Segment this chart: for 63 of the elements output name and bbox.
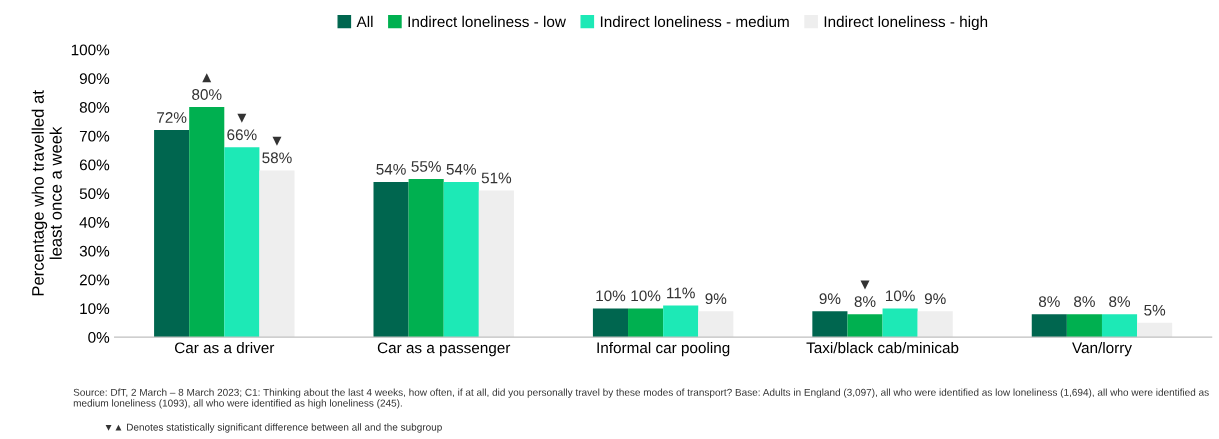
data-label: 51% (481, 172, 512, 184)
y-tick-label: 70% (79, 130, 110, 142)
y-tick-label: 60% (79, 159, 110, 171)
x-tick-label: Van/lorry (1072, 342, 1132, 357)
data-label: 8% (1074, 296, 1095, 307)
bar (882, 308, 918, 338)
y-tick-label: 20% (79, 274, 110, 286)
bar (628, 308, 664, 338)
y-tick-label: 100% (71, 44, 110, 56)
data-label: 54% (446, 163, 477, 175)
legend-label: Indirect loneliness - high (824, 15, 988, 31)
bar (847, 314, 883, 338)
source-note: Source: DfT, 2 March – 8 March 2023; C1: Thinking about the last 4 weeks, how often, if at all, did you personally travel by these modes of transport? Base: Adults in England (3,097), all who were identified as low loneliness (1,694), all who were identified as medium loneliness (1093), all who were identified as high loneliness (245). (73, 388, 1209, 409)
bar (478, 190, 514, 338)
y-tick-label: 40% (79, 217, 110, 228)
bar (1137, 322, 1173, 338)
bar (1066, 314, 1102, 338)
legend-label: All (356, 15, 373, 27)
x-tick-label: Taxi/black cab/minicab (806, 342, 959, 354)
y-axis-title: Percentage who travelled at least once a week (31, 90, 62, 296)
data-label: ▼ 8% (854, 280, 876, 307)
x-tick-label: Car as a passenger (377, 342, 511, 357)
x-tick-label: Informal car pooling (597, 342, 730, 357)
legend-label: Indirect loneliness - low (408, 15, 566, 28)
data-label: 8% (1038, 296, 1060, 307)
data-label: 5% (1144, 304, 1166, 316)
bar (373, 181, 409, 338)
data-label: 8% (1109, 296, 1131, 307)
bar (1031, 314, 1067, 338)
y-tick-label: 10% (80, 303, 110, 315)
data-label: 72% (157, 112, 187, 123)
data-label: 9% (705, 293, 727, 305)
data-label: 11% (667, 287, 695, 299)
data-label: 10% (631, 290, 661, 302)
bar (154, 130, 190, 338)
data-label: ▼ 58% (262, 136, 292, 164)
y-tick-label: 50% (79, 188, 110, 200)
text: ▼▲ Denotes statistically significant difference between all and the subgroup (105, 423, 442, 433)
x-tick-label: Car as a driver (174, 342, 275, 354)
data-label: ▲ 80% (192, 73, 222, 100)
y-tick-label: 80% (79, 101, 110, 113)
bar (1101, 314, 1138, 338)
bar (408, 179, 444, 338)
data-label: 54% (376, 163, 406, 175)
bar (812, 311, 848, 338)
y-tick-label: 30% (79, 245, 110, 257)
bar (189, 107, 225, 338)
data-label: 10% (885, 290, 915, 302)
y-tick-label: 0% (88, 332, 110, 343)
bar (698, 311, 734, 338)
data-label: 9% (924, 293, 946, 305)
bar (443, 181, 479, 338)
data-label: 10% (596, 290, 626, 302)
data-label: 55% (411, 161, 441, 172)
bar (592, 308, 629, 338)
legend-label: Indirect loneliness - medium (600, 15, 789, 28)
bar (663, 305, 699, 338)
data-label: 9% (819, 293, 841, 305)
bar (259, 170, 295, 338)
data-label: ▼ 66% (227, 113, 257, 141)
bar (224, 147, 260, 338)
bar (917, 311, 953, 338)
y-tick-label: 90% (79, 73, 110, 85)
